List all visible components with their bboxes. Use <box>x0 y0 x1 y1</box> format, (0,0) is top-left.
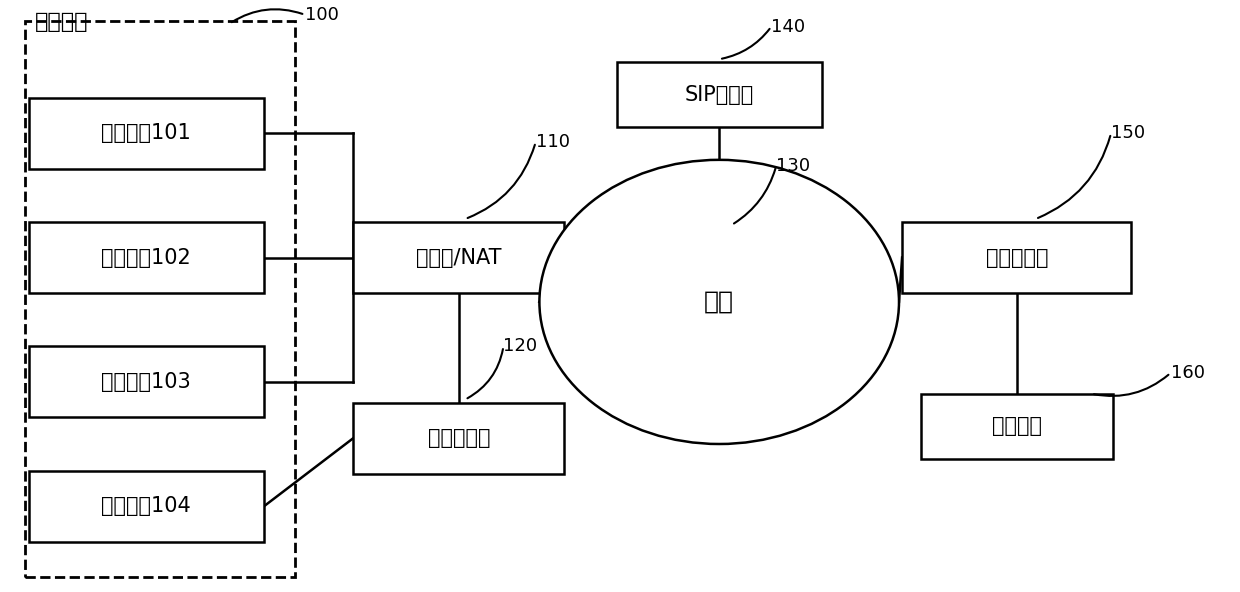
Bar <box>618 62 821 127</box>
Bar <box>29 98 264 169</box>
Text: 110: 110 <box>536 133 569 151</box>
Text: 服务终端102: 服务终端102 <box>102 247 191 268</box>
Text: 服务终端101: 服务终端101 <box>102 123 191 143</box>
Bar <box>25 21 295 577</box>
Text: 140: 140 <box>771 18 806 36</box>
Bar <box>29 222 264 293</box>
Text: 防火墙/NAT: 防火墙/NAT <box>417 247 501 268</box>
Bar <box>29 471 264 542</box>
Bar <box>353 403 564 474</box>
Text: SIP服务器: SIP服务器 <box>684 85 754 105</box>
Bar <box>901 222 1131 293</box>
Text: 130: 130 <box>776 157 811 175</box>
Text: 160: 160 <box>1171 364 1204 382</box>
Bar <box>920 394 1114 459</box>
Ellipse shape <box>539 160 899 444</box>
Text: 中心服务器: 中心服务器 <box>428 428 490 448</box>
Text: 用户终端: 用户终端 <box>992 416 1042 436</box>
Text: 服务终端103: 服务终端103 <box>102 372 191 392</box>
Bar <box>353 222 564 293</box>
Bar <box>29 346 264 417</box>
Text: 客服中心: 客服中心 <box>35 12 88 32</box>
Text: 服务终端104: 服务终端104 <box>102 496 191 516</box>
Text: 100: 100 <box>305 6 339 24</box>
Text: 公网: 公网 <box>704 290 734 314</box>
Text: 接入服务器: 接入服务器 <box>986 247 1048 268</box>
Text: 150: 150 <box>1111 124 1146 142</box>
Text: 120: 120 <box>503 337 538 355</box>
